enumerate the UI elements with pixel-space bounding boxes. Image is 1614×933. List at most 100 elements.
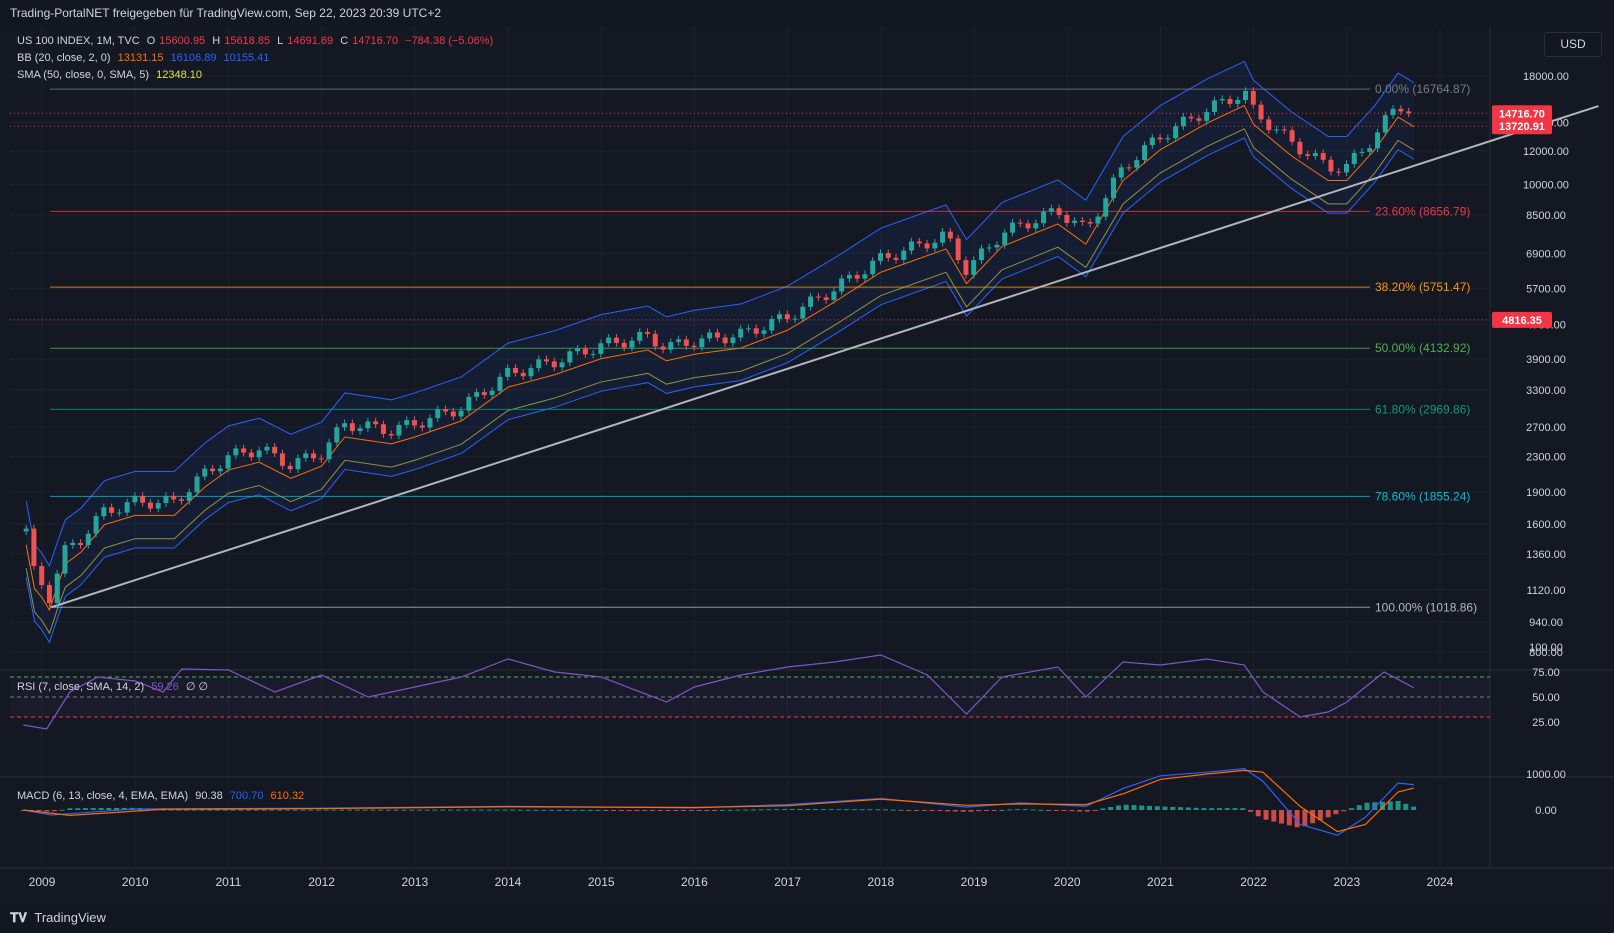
macd-signal-value: 610.32 — [270, 790, 305, 802]
candle-body — [777, 314, 783, 319]
macd-histogram-bar — [284, 809, 290, 811]
candle-body — [885, 253, 891, 258]
x-axis-label: 2013 — [401, 875, 428, 889]
candle-body — [1157, 137, 1163, 140]
macd-histogram-bar — [1263, 810, 1269, 820]
candle-body — [217, 468, 223, 472]
candle-body — [520, 372, 526, 377]
candle-body — [419, 425, 425, 428]
macd-histogram-bar — [510, 809, 516, 811]
x-axis-label: 2009 — [29, 875, 56, 889]
candle-body — [909, 241, 915, 251]
macd-histogram-bar — [1271, 810, 1277, 822]
candle-body — [512, 367, 518, 373]
candle-body — [116, 512, 122, 514]
x-axis-label: 2023 — [1333, 875, 1360, 889]
candle-body — [745, 328, 751, 330]
macd-histogram-bar — [1302, 810, 1308, 827]
candle-body — [738, 328, 744, 338]
candle-body — [730, 337, 736, 344]
candle-body — [699, 338, 705, 348]
sma-legend[interactable]: SMA (50, close, 0, SMA, 5) 12348.10 — [17, 69, 206, 81]
candle-body — [1382, 115, 1388, 133]
candle-body — [46, 585, 52, 604]
candle-body — [1336, 171, 1342, 173]
macd-histogram-bar — [1310, 810, 1316, 824]
candle-body — [1110, 177, 1116, 199]
chart-svg[interactable]: 2009 2010 2011 2012 2013 2014 2015 2016 2017 2018… — [0, 27, 1614, 903]
candle-body — [823, 297, 829, 300]
macd-histogram-bar — [587, 809, 593, 811]
bb-legend[interactable]: BB (20, close, 2, 0) 13131.15 16106.89 1… — [17, 52, 273, 64]
x-axis-label: 2016 — [681, 875, 708, 889]
currency-button[interactable]: USD — [1544, 32, 1602, 57]
candle-body — [264, 446, 270, 451]
sma-line — [25, 128, 1415, 635]
macd-histogram-bar — [51, 810, 57, 812]
macd-histogram-bar — [1139, 805, 1145, 810]
candle-body — [637, 332, 643, 341]
bb-upper-value: 16106.89 — [170, 52, 217, 64]
macd-histogram-bar — [1147, 805, 1153, 810]
macd-histogram-bar — [626, 810, 632, 811]
macd-histogram-bar — [906, 810, 912, 811]
candle-body — [178, 499, 184, 501]
macd-histogram-bar — [634, 810, 640, 811]
candle-body — [1398, 108, 1404, 112]
macd-legend[interactable]: MACD (6, 13, close, 4, EMA, EMA) 90.38 7… — [17, 790, 308, 802]
candle-body — [1087, 221, 1093, 224]
candle-body — [411, 420, 417, 426]
macd-histogram-bar — [1240, 808, 1246, 810]
macd-histogram-bar — [67, 808, 73, 810]
macd-histogram-bar — [448, 809, 454, 811]
macd-histogram-bar — [277, 809, 283, 811]
macd-histogram-bar — [556, 809, 562, 811]
macd-histogram-bar — [1216, 808, 1222, 810]
candle-body — [39, 566, 45, 586]
macd-histogram-bar — [1395, 801, 1401, 810]
candle-body — [1103, 198, 1109, 217]
price-axis-label: 6900.00 — [1526, 248, 1566, 260]
footer-brand: TradingView — [34, 910, 106, 925]
candle-body — [435, 409, 441, 419]
price-badge — [1492, 118, 1552, 135]
candle-body — [1243, 90, 1249, 101]
candle-body — [1266, 119, 1272, 131]
candle-body — [349, 423, 355, 432]
price-axis-label: 940.00 — [1529, 617, 1563, 629]
macd-histogram-bar — [199, 809, 205, 811]
price-axis-label: 2700.00 — [1526, 422, 1566, 434]
price-axis-label: 1600.00 — [1526, 519, 1566, 531]
candle-body — [1056, 208, 1062, 215]
price-badge — [1492, 105, 1552, 122]
macd-histogram-bar — [618, 810, 624, 811]
candle-body — [93, 516, 99, 534]
close-value: 14716.70 — [352, 35, 399, 47]
candle-body — [846, 275, 852, 279]
rsi-legend[interactable]: RSI (7, close, SMA, 14, 2) 59.26 ∅ ∅ — [17, 680, 212, 693]
candle-body — [241, 448, 247, 453]
candle-body — [924, 243, 930, 249]
macd-histogram-bar — [688, 810, 694, 811]
x-axis-label: 2010 — [122, 875, 149, 889]
rsi-axis-label: 75.00 — [1532, 667, 1560, 679]
chart-area[interactable] — [0, 27, 1614, 903]
macd-histogram-bar — [424, 809, 430, 811]
candle-body — [815, 296, 821, 298]
candle-body — [753, 328, 759, 334]
macd-histogram-bar — [1022, 809, 1028, 811]
x-axis-label: 2014 — [495, 875, 522, 889]
macd-histogram-bar — [90, 808, 96, 810]
candle-body — [707, 332, 713, 339]
candle-body — [621, 342, 627, 348]
candle-body — [1297, 141, 1303, 155]
price-badge — [1492, 311, 1552, 328]
candle-body — [163, 495, 169, 504]
macd-histogram-bar — [836, 809, 842, 811]
macd-histogram-bar — [222, 809, 228, 811]
candle-body — [994, 244, 1000, 248]
macd-histogram-bar — [230, 809, 236, 811]
macd-histogram-bar — [1325, 810, 1331, 818]
macd-histogram-bar — [315, 809, 321, 811]
candle-body — [202, 468, 208, 477]
